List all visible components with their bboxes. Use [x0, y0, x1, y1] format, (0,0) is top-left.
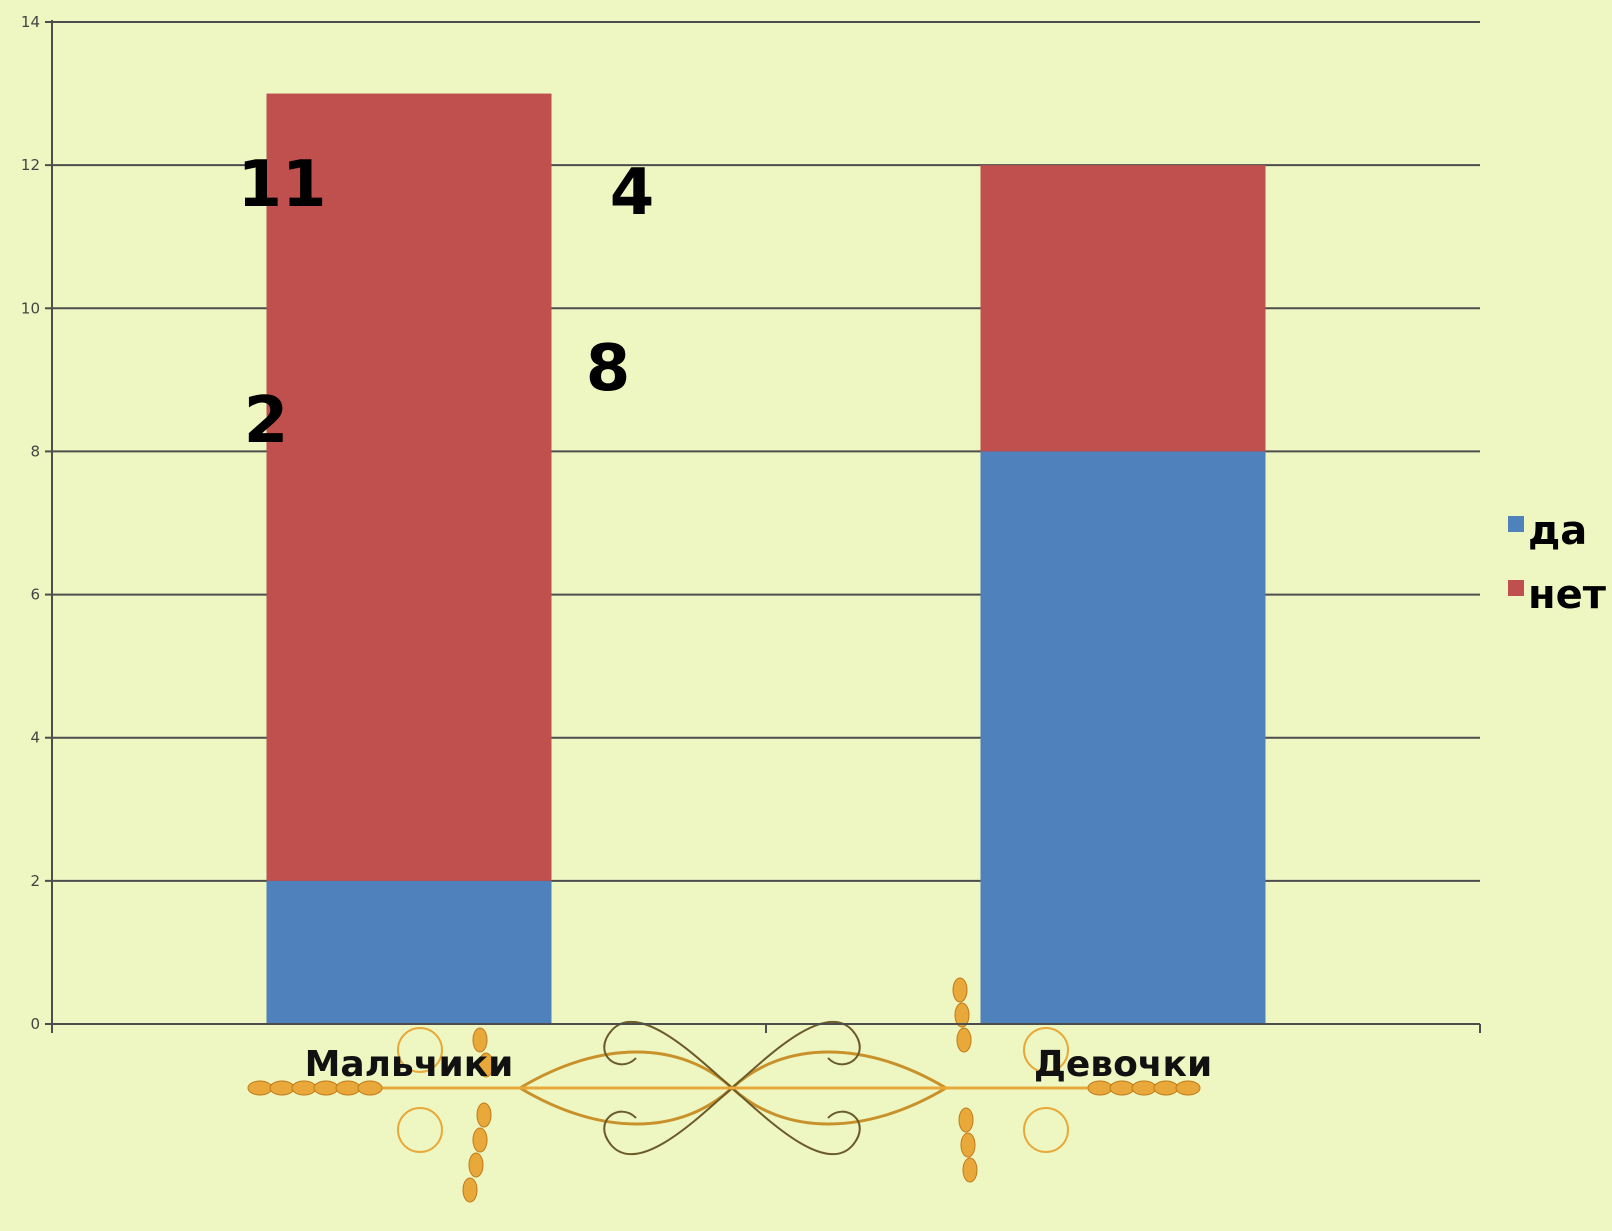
legend: да нет [1508, 508, 1607, 618]
legend-entry: нет [1528, 572, 1607, 618]
y-tick-label: 12 [21, 156, 40, 174]
x-category-label: Девочки [1034, 1044, 1212, 1085]
legend-swatch [1508, 580, 1524, 596]
labels: Мальчики Девочки 11 4 8 2 [237, 148, 1212, 1085]
wheat-ornament-icon [247, 977, 1201, 1203]
y-tick-label: 4 [30, 729, 40, 747]
bar-нет-1 [980, 165, 1266, 452]
data-label: 11 [237, 148, 326, 222]
legend-entry: да [1528, 508, 1587, 554]
bar-нет-0 [266, 93, 552, 881]
y-tick-label: 14 [21, 13, 40, 31]
legend-swatch [1508, 516, 1524, 532]
x-category-label: Мальчики [305, 1044, 514, 1085]
data-label: 8 [586, 332, 631, 406]
bars [266, 93, 1266, 1024]
data-label: 4 [610, 156, 655, 230]
y-tick-label: 2 [30, 872, 40, 890]
axes: 0 2 4 6 8 10 12 14 [21, 13, 1481, 1033]
y-tick-label: 0 [30, 1015, 40, 1033]
y-tick-label: 10 [21, 299, 40, 317]
y-tick-label: 8 [30, 442, 40, 460]
data-label: 2 [244, 384, 289, 458]
bar-да-1 [980, 451, 1266, 1024]
y-tick-label: 6 [30, 586, 40, 604]
bar-да-0 [266, 880, 552, 1024]
